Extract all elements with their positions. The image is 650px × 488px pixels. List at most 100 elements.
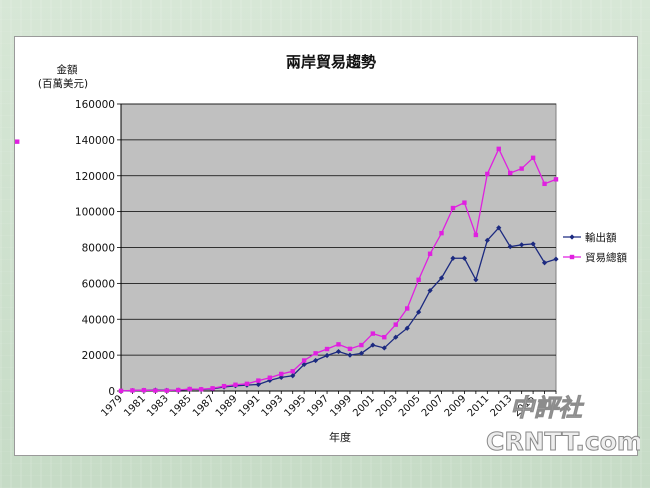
y-tick-label: 0 [108, 386, 115, 398]
data-point-2 [336, 342, 341, 347]
x-tick-label: 2003 [374, 393, 400, 419]
data-point-2 [221, 383, 227, 389]
data-point-1 [496, 225, 502, 231]
data-point-1 [358, 350, 364, 356]
data-point-1 [461, 255, 468, 261]
x-tick-label: 1981 [122, 393, 148, 419]
data-point-1 [290, 373, 296, 379]
y-tick-label: 140000 [75, 135, 115, 147]
data-point-2 [324, 346, 330, 352]
x-tick-label: 1993 [260, 393, 286, 419]
trade-trend-chart: 兩岸貿易趨勢 金額 (百萬美元) 年度 0 20000 40000 60000 8000… [15, 53, 627, 444]
data-point-2 [496, 146, 501, 152]
data-point-1 [347, 352, 353, 358]
data-point-2 [187, 386, 192, 392]
x-tick-label: 2005 [397, 393, 423, 419]
data-point-2 [519, 166, 524, 171]
data-point-2 [176, 387, 181, 393]
data-point-2 [198, 387, 204, 392]
data-point-1 [370, 342, 376, 348]
data-point-2 [530, 155, 536, 161]
watermark-chinese: 中評社 [510, 394, 585, 422]
data-point-1 [484, 237, 490, 243]
x-tick-label: 2001 [351, 393, 377, 419]
x-tick-label: 1979 [99, 393, 125, 419]
y-tick-label: 20000 [82, 350, 115, 362]
chart-panel: 兩岸貿易趨勢 金額 (百萬美元) 年度 0 20000 40000 60000 8000… [14, 36, 638, 456]
x-tick-label: 1999 [328, 393, 354, 419]
data-point-1 [324, 352, 330, 359]
legend-label: 輸出額 [585, 231, 617, 244]
x-tick-label: 2009 [443, 393, 469, 419]
x-tick-label: 2007 [420, 393, 446, 419]
x-tick-label: 1997 [305, 393, 331, 419]
data-point-1 [450, 255, 456, 261]
data-point-1 [313, 357, 319, 364]
y-axis-label-line2: (百萬美元) [38, 77, 88, 90]
data-point-1 [519, 242, 525, 248]
watermark-logo: 中評社 CRNTT.com [486, 394, 641, 457]
data-point-1 [381, 345, 387, 351]
watermark-latin: CRNTT.com [486, 427, 640, 456]
data-point-1 [416, 309, 422, 315]
data-point-2 [279, 371, 284, 377]
data-point-1 [553, 256, 559, 262]
legend-marker [569, 234, 575, 240]
data-point-1 [530, 241, 536, 247]
data-point-2 [256, 378, 261, 383]
data-point-2 [404, 306, 410, 311]
data-point-2 [382, 334, 387, 340]
y-tick-label: 60000 [82, 278, 115, 290]
data-point-2 [553, 177, 559, 182]
data-point-2 [267, 375, 273, 380]
x-tick-label: 1987 [191, 393, 217, 419]
y-tick-label: 40000 [82, 314, 115, 326]
data-point-2 [118, 388, 124, 394]
x-axis-label: 年度 [329, 430, 351, 444]
legend-label: 貿易總額 [585, 251, 627, 264]
x-tick-label: 1989 [214, 393, 240, 419]
data-point-2 [473, 232, 479, 238]
data-point-1 [393, 334, 399, 340]
data-point-1 [427, 287, 433, 294]
data-point-1 [404, 325, 410, 331]
data-point-2 [347, 346, 353, 352]
data-point-2 [370, 331, 376, 336]
data-point-2 [439, 230, 444, 236]
data-point-2 [233, 382, 238, 387]
x-tick-label: 1985 [168, 393, 194, 419]
data-point-2 [15, 139, 20, 144]
data-point-2 [359, 342, 364, 348]
data-point-2 [416, 277, 421, 282]
data-point-1 [541, 260, 548, 266]
data-point-2 [141, 387, 147, 393]
data-point-2 [450, 205, 456, 211]
data-point-2 [153, 388, 158, 393]
chart-title: 兩岸貿易趨勢 [286, 53, 376, 71]
y-axis-label-line1: 金額 [57, 63, 78, 76]
data-point-2 [462, 200, 467, 205]
y-tick-label: 160000 [75, 99, 115, 111]
data-point-2 [313, 351, 318, 356]
x-tick-label: 1983 [145, 393, 171, 419]
data-point-2 [485, 171, 490, 177]
data-point-2 [290, 369, 295, 374]
x-tick-label: 1995 [283, 393, 309, 419]
data-point-1 [301, 361, 307, 368]
y-tick-label: 80000 [82, 243, 115, 255]
y-tick-label: 100000 [75, 207, 115, 219]
data-point-1 [335, 348, 342, 355]
data-point-2 [542, 181, 547, 187]
data-point-2 [393, 322, 398, 327]
data-point-2 [244, 381, 250, 387]
data-point-2 [427, 251, 433, 256]
data-point-2 [508, 170, 513, 176]
legend-marker [569, 254, 575, 260]
data-point-2 [164, 388, 169, 393]
data-point-2 [210, 386, 215, 391]
data-point-2 [130, 388, 135, 393]
plot-layer: 0 20000 40000 60000 80000 100000 120000 140000 1… [15, 99, 559, 419]
data-point-1 [507, 244, 513, 250]
data-point-2 [301, 358, 307, 363]
